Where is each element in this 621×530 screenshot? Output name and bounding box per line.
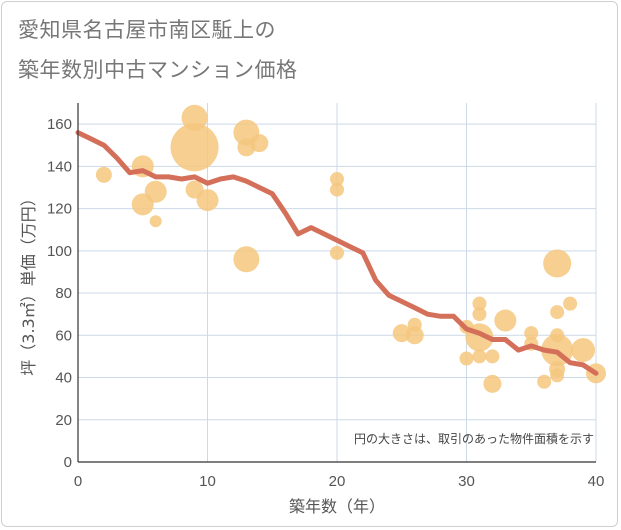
data-bubble <box>472 349 487 364</box>
data-bubble <box>550 368 565 383</box>
y-axis-label: 坪（3.3㎡）単価（万円） <box>19 190 38 375</box>
chart-title-line2: 築年数別中古マンション価格 <box>18 58 298 82</box>
x-tick-label: 20 <box>329 473 346 490</box>
data-bubble <box>250 134 269 153</box>
data-bubble <box>483 374 502 393</box>
data-bubble <box>196 189 219 212</box>
data-bubble <box>472 307 487 322</box>
data-bubble <box>537 374 552 389</box>
data-bubble <box>563 296 578 311</box>
x-tick-label: 40 <box>588 473 605 490</box>
x-tick-label: 30 <box>458 473 475 490</box>
bubble-layer <box>95 104 606 393</box>
y-tick-label: 0 <box>64 454 72 471</box>
chart-title-line1: 愛知県名古屋市南区駈上の <box>18 18 276 42</box>
y-tick-label: 80 <box>55 285 72 302</box>
y-tick-label: 20 <box>55 412 72 429</box>
data-bubble <box>524 326 539 341</box>
x-axis-label: 築年数（年） <box>289 497 385 516</box>
grid-lines <box>78 103 597 462</box>
data-bubble <box>233 246 260 273</box>
data-bubble <box>550 305 565 320</box>
data-bubble <box>330 182 344 197</box>
data-bubble <box>543 249 572 278</box>
bubble-size-note: 円の大きさは、取引のあった物件面積を示す <box>354 431 594 446</box>
x-tick-label: 0 <box>74 473 82 490</box>
y-tick-label: 160 <box>47 116 72 133</box>
data-bubble <box>95 166 112 183</box>
data-bubble <box>405 326 424 345</box>
data-bubble <box>170 123 219 172</box>
data-bubble <box>494 309 517 332</box>
trend-line <box>75 130 599 376</box>
y-tick-label: 60 <box>55 327 72 344</box>
y-tick-label: 100 <box>47 243 72 260</box>
data-bubble <box>330 245 344 260</box>
data-bubble <box>149 215 162 228</box>
x-tick-label: 10 <box>199 473 216 490</box>
data-bubble <box>144 180 167 203</box>
y-tick-label: 40 <box>55 370 72 387</box>
data-bubble <box>571 338 596 363</box>
data-bubble <box>459 351 474 366</box>
y-tick-label: 120 <box>47 201 72 218</box>
axes <box>77 103 596 463</box>
y-tick-label: 140 <box>47 158 72 175</box>
tick-labels: 0 10 20 30 40 0 20 40 60 80 100 120 140 160 <box>47 116 604 490</box>
data-bubble <box>485 349 500 364</box>
data-bubble <box>472 296 487 311</box>
data-bubble <box>330 172 344 187</box>
